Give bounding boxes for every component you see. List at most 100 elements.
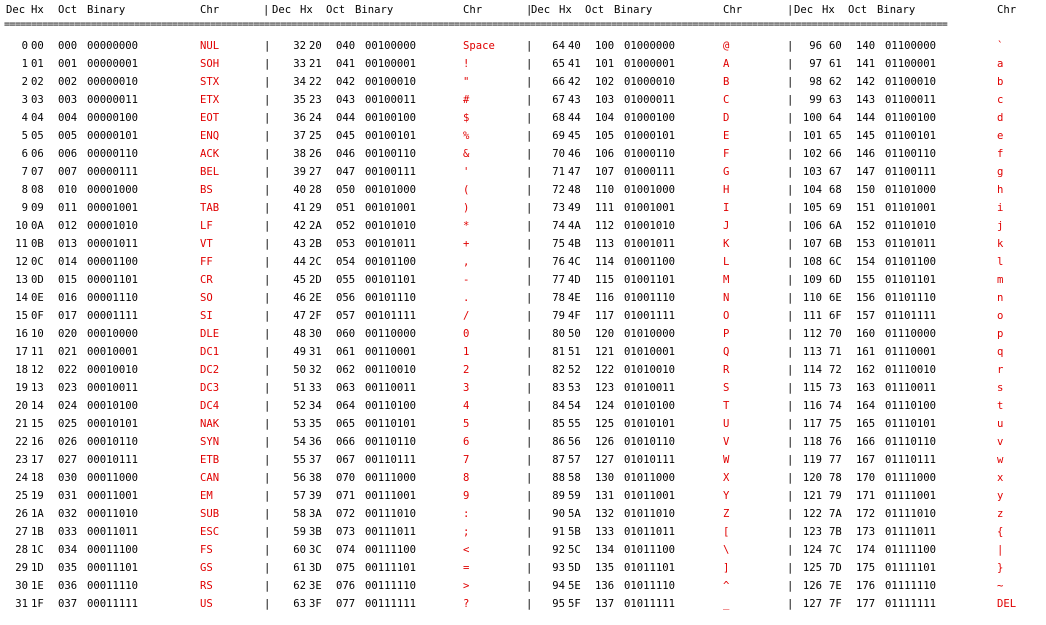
dec-value: 77 xyxy=(552,274,565,286)
dec-value: 8 xyxy=(21,184,28,196)
binary-value: 01110111 xyxy=(885,454,937,466)
binary-value: 00110101 xyxy=(365,418,417,430)
dec-value: 73 xyxy=(552,202,565,214)
dec-value: 48 xyxy=(293,328,306,340)
table-cell-group: 15 0F 017 00001111 SI xyxy=(0,307,258,325)
char-value: l xyxy=(997,256,1004,268)
char-value: v xyxy=(997,436,1004,448)
hex-value: 1E xyxy=(31,580,44,592)
binary-value: 01111101 xyxy=(885,562,937,574)
oct-value: 044 xyxy=(336,112,356,124)
column-separator: | xyxy=(787,40,794,52)
dec-value: 93 xyxy=(552,562,565,574)
oct-value: 141 xyxy=(856,58,876,70)
column-separator: | xyxy=(264,580,271,592)
table-cell-group: | 32 20 040 00100000 Space xyxy=(258,37,523,55)
dec-value: 127 xyxy=(802,598,822,610)
table-cell-group: | 108 6C 154 01101100 l xyxy=(785,253,1046,271)
table-cell-group: | 77 4D 115 01001101 M xyxy=(523,271,785,289)
char-value: & xyxy=(463,148,470,160)
table-cell-group: | 54 36 066 00110110 6 xyxy=(258,433,523,451)
dec-value: 11 xyxy=(15,238,28,250)
dec-value: 119 xyxy=(802,454,822,466)
char-value: STX xyxy=(200,76,220,88)
binary-value: 01110100 xyxy=(885,400,937,412)
hex-value: 38 xyxy=(309,472,322,484)
table-cell-group: | 65 41 101 01000001 A xyxy=(523,55,785,73)
binary-value: 00110010 xyxy=(365,364,417,376)
hex-value: 55 xyxy=(568,418,581,430)
column-separator: | xyxy=(787,202,794,214)
table-cell-group: | 38 26 046 00100110 & xyxy=(258,145,523,163)
column-separator: | xyxy=(264,238,271,250)
table-cell-group: | 94 5E 136 01011110 ^ xyxy=(523,577,785,595)
oct-value: 074 xyxy=(336,544,356,556)
column-separator: | xyxy=(787,148,794,160)
char-value: ? xyxy=(463,598,470,610)
binary-value: 00101000 xyxy=(365,184,417,196)
oct-value: 162 xyxy=(856,364,876,376)
oct-value: 135 xyxy=(595,562,615,574)
oct-value: 117 xyxy=(595,310,615,322)
char-value: 4 xyxy=(463,400,470,412)
dec-value: 26 xyxy=(15,508,28,520)
column-separator: | xyxy=(264,562,271,574)
table-cell-group: | 109 6D 155 01101101 m xyxy=(785,271,1046,289)
char-value: + xyxy=(463,238,470,250)
hex-value: 77 xyxy=(829,454,842,466)
column-separator: | xyxy=(264,58,271,70)
hex-value: 40 xyxy=(568,40,581,52)
char-value: - xyxy=(463,274,470,286)
table-cell-group: | 58 3A 072 00111010: xyxy=(258,505,523,523)
char-value: V xyxy=(723,436,730,448)
dec-value: 40 xyxy=(293,184,306,196)
header-hex: Hx xyxy=(31,4,44,16)
column-separator: | xyxy=(526,166,533,178)
char-value: DC3 xyxy=(200,382,220,394)
hex-value: 7D xyxy=(829,562,842,574)
table-cell-group: | 42 2A 052 00101010 * xyxy=(258,217,523,235)
binary-value: 00011011 xyxy=(87,526,139,538)
table-row: 17 11 021 00010001 DC1 | 49 31 061 00110001 1 | 81 51… xyxy=(0,343,1046,361)
table-row: 13 0D 015 00001101 CR | 45 2D 055 00101101 - | 77 4D 1… xyxy=(0,271,1046,289)
hex-value: 35 xyxy=(309,418,322,430)
oct-value: 143 xyxy=(856,94,876,106)
column-separator: | xyxy=(526,310,533,322)
oct-value: 124 xyxy=(595,400,615,412)
column-separator: | xyxy=(526,76,533,88)
table-cell-group: | 85 55 125 01010101 U xyxy=(523,415,785,433)
char-value: O xyxy=(723,310,730,322)
hex-value: 43 xyxy=(568,94,581,106)
char-value: 7 xyxy=(463,454,470,466)
hex-value: 02 xyxy=(31,76,44,88)
binary-value: 00000101 xyxy=(87,130,139,142)
header-block: | Dec Hx Oct Binary Chr xyxy=(258,0,523,20)
binary-value: 01100011 xyxy=(885,94,937,106)
hex-value: 5D xyxy=(568,562,581,574)
binary-value: 01000011 xyxy=(624,94,676,106)
binary-value: 01110001 xyxy=(885,346,937,358)
char-value: t xyxy=(997,400,1004,412)
oct-value: 147 xyxy=(856,166,876,178)
table-row: 24 18 030 00011000 CAN | 56 38 070 00111000 8 | 88 58… xyxy=(0,469,1046,487)
char-value: EM xyxy=(200,490,213,502)
binary-value: 01110011 xyxy=(885,382,937,394)
oct-value: 175 xyxy=(856,562,876,574)
dec-value: 104 xyxy=(802,184,822,196)
oct-value: 172 xyxy=(856,508,876,520)
table-cell-group: | 111 6F 157 01101111 o xyxy=(785,307,1046,325)
table-cell-group: | 118 76 166 01110110 v xyxy=(785,433,1046,451)
dec-value: 22 xyxy=(15,436,28,448)
column-separator: | xyxy=(264,94,271,106)
oct-value: 104 xyxy=(595,112,615,124)
binary-value: 01010111 xyxy=(624,454,676,466)
binary-value: 00110111 xyxy=(365,454,417,466)
dec-value: 50 xyxy=(293,364,306,376)
column-separator: | xyxy=(787,544,794,556)
binary-value: 00100011 xyxy=(365,94,417,106)
table-cell-group: | 36 24 044 00100100 $ xyxy=(258,109,523,127)
char-value: N xyxy=(723,292,730,304)
char-value: H xyxy=(723,184,730,196)
char-value: R xyxy=(723,364,730,376)
table-cell-group: 24 18 030 00011000 CAN xyxy=(0,469,258,487)
